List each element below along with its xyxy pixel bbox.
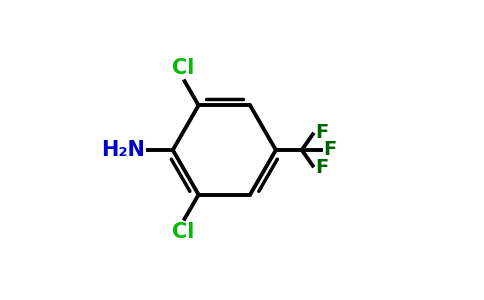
Text: F: F [315,123,328,142]
Text: F: F [315,158,328,177]
Text: Cl: Cl [172,222,194,242]
Text: Cl: Cl [172,58,194,78]
Text: H₂N: H₂N [102,140,145,160]
Text: F: F [323,140,336,160]
